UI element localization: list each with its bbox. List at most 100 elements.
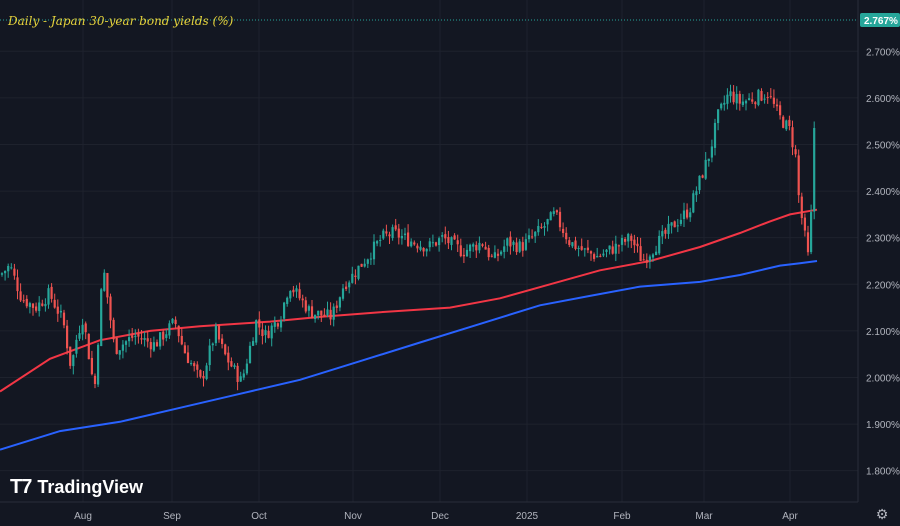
candle-up bbox=[419, 246, 422, 250]
candle-up bbox=[134, 335, 137, 338]
candle-down bbox=[769, 96, 772, 98]
candle-up bbox=[608, 245, 611, 250]
candle-up bbox=[121, 344, 124, 351]
candle-up bbox=[689, 212, 692, 218]
candle-down bbox=[292, 289, 295, 293]
candle-up bbox=[78, 333, 81, 339]
candle-up bbox=[403, 233, 407, 236]
candle-down bbox=[509, 236, 512, 247]
candle-down bbox=[19, 291, 22, 301]
candle-up bbox=[552, 211, 555, 214]
candle-down bbox=[540, 226, 543, 228]
candle-up bbox=[252, 341, 255, 346]
candle-down bbox=[800, 196, 803, 219]
candle-down bbox=[106, 273, 109, 298]
candle-down bbox=[267, 330, 270, 338]
candle-up bbox=[620, 237, 624, 245]
candle-up bbox=[655, 251, 658, 256]
candle-up bbox=[382, 230, 385, 239]
candle-up bbox=[493, 252, 496, 258]
candle-down bbox=[775, 104, 779, 107]
candle-up bbox=[391, 227, 394, 239]
candle-up bbox=[400, 235, 403, 239]
candle-up bbox=[348, 282, 351, 288]
candle-down bbox=[686, 209, 689, 218]
candle-down bbox=[329, 309, 332, 320]
candle-up bbox=[670, 222, 673, 226]
candle-down bbox=[93, 375, 97, 385]
candle-down bbox=[261, 329, 264, 337]
candle-down bbox=[422, 247, 425, 252]
candle-down bbox=[565, 232, 568, 240]
candle-down bbox=[630, 235, 633, 241]
candle-down bbox=[496, 253, 500, 256]
candle-down bbox=[484, 246, 487, 250]
candle-down bbox=[475, 244, 478, 251]
candle-down bbox=[115, 337, 118, 354]
gear-icon[interactable]: ⚙ bbox=[875, 506, 889, 522]
x-tick-label: Sep bbox=[163, 511, 181, 522]
candle-up bbox=[602, 253, 605, 256]
candle-down bbox=[41, 303, 44, 306]
candle-down bbox=[385, 231, 388, 234]
candle-up bbox=[695, 191, 698, 196]
y-tick-label: 2.500% bbox=[866, 140, 900, 151]
candle-up bbox=[648, 256, 651, 262]
candle-down bbox=[633, 239, 636, 246]
candle-up bbox=[577, 247, 580, 249]
candle-up bbox=[44, 303, 47, 307]
candle-up bbox=[357, 265, 360, 279]
candle-down bbox=[155, 342, 159, 347]
x-tick-label: Feb bbox=[613, 511, 631, 522]
candle-up bbox=[165, 334, 168, 339]
candle-down bbox=[90, 357, 93, 375]
candle-up bbox=[270, 325, 273, 339]
candle-down bbox=[35, 306, 38, 311]
candle-down bbox=[174, 319, 177, 325]
candle-down bbox=[217, 325, 221, 340]
tradingview-logo: T7 TradingView bbox=[10, 476, 143, 499]
candle-up bbox=[518, 241, 521, 252]
candle-down bbox=[162, 331, 165, 340]
candle-down bbox=[304, 300, 307, 312]
candle-down bbox=[611, 246, 614, 254]
candle-up bbox=[4, 270, 7, 274]
x-tick-label: Apr bbox=[782, 511, 798, 522]
candle-up bbox=[307, 306, 310, 311]
candle-up bbox=[524, 239, 527, 250]
candle-down bbox=[599, 255, 602, 257]
candle-up bbox=[314, 314, 317, 319]
candle-up bbox=[59, 310, 62, 313]
candle-up bbox=[248, 345, 252, 363]
y-tick-label: 2.400% bbox=[866, 187, 900, 198]
candle-up bbox=[571, 242, 574, 247]
candle-down bbox=[413, 242, 416, 245]
candle-down bbox=[66, 325, 69, 349]
x-tick-label: 2025 bbox=[516, 511, 539, 522]
candle-up bbox=[810, 212, 813, 253]
candle-down bbox=[109, 296, 112, 321]
candle-down bbox=[131, 335, 134, 338]
candle-down bbox=[16, 277, 19, 292]
candle-up bbox=[667, 223, 670, 235]
candle-up bbox=[100, 289, 103, 347]
candle-down bbox=[772, 97, 775, 104]
candle-down bbox=[140, 338, 143, 340]
tradingview-watermark: TradingView bbox=[37, 477, 144, 497]
candle-down bbox=[558, 211, 562, 228]
candle-up bbox=[546, 219, 549, 225]
candle-up bbox=[583, 248, 586, 250]
candle-up bbox=[537, 226, 540, 233]
candle-down bbox=[416, 245, 419, 249]
candle-up bbox=[369, 258, 372, 260]
candle-up bbox=[289, 290, 292, 299]
candle-down bbox=[664, 229, 667, 234]
candle-down bbox=[673, 221, 676, 228]
candle-up bbox=[757, 89, 760, 105]
candle-up bbox=[152, 342, 155, 351]
candle-down bbox=[53, 299, 56, 308]
candle-down bbox=[639, 246, 642, 261]
candle-up bbox=[159, 332, 162, 347]
candle-up bbox=[534, 231, 537, 237]
